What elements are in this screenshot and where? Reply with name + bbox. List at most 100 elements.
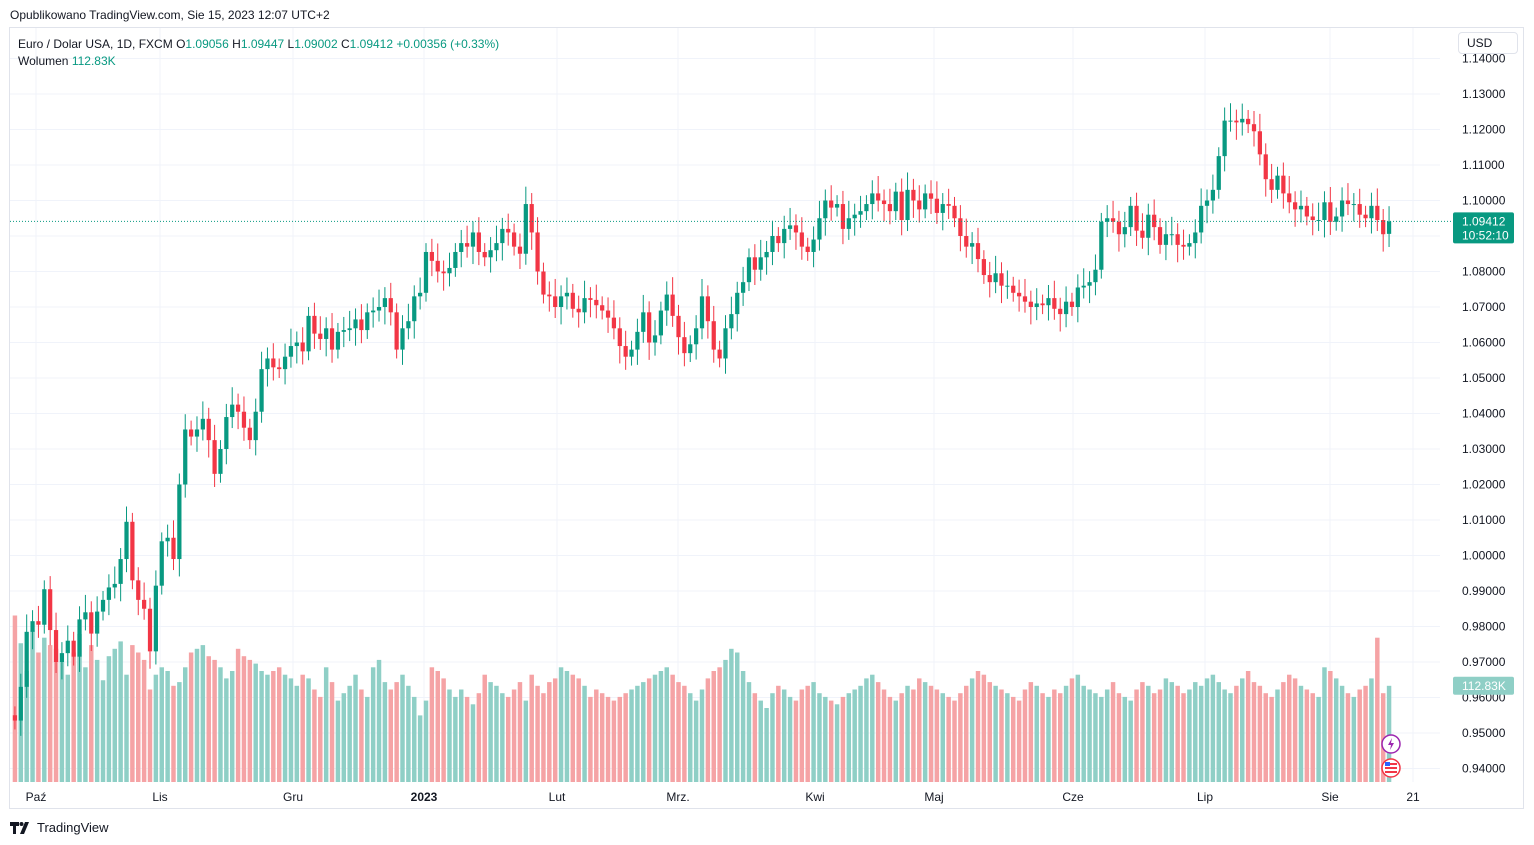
price-tick-label: 0.94000 bbox=[1462, 762, 1506, 776]
volume-bar bbox=[488, 682, 493, 782]
price-tick-label: 0.95000 bbox=[1462, 726, 1506, 740]
candle-body bbox=[887, 204, 893, 212]
candle-body bbox=[934, 198, 940, 213]
volume-bar bbox=[441, 678, 446, 782]
volume-bar bbox=[594, 689, 599, 782]
volume-bar bbox=[852, 689, 857, 782]
volume-bar bbox=[870, 674, 875, 782]
candle-body bbox=[312, 315, 317, 334]
candle-body bbox=[147, 608, 153, 652]
candle-body bbox=[265, 358, 270, 370]
volume-bar bbox=[1022, 689, 1028, 782]
volume-bar bbox=[412, 696, 417, 782]
candle-body bbox=[1099, 221, 1104, 270]
volume-bar bbox=[787, 696, 793, 782]
candle-body bbox=[1334, 216, 1339, 222]
volume-bar bbox=[682, 685, 687, 782]
candle-body bbox=[1105, 218, 1110, 222]
us-flag-canton bbox=[1385, 762, 1390, 766]
volume-bar bbox=[1187, 689, 1192, 782]
legend-volume-label: Wolumen bbox=[18, 54, 69, 68]
volume-bar bbox=[875, 682, 881, 782]
candle-body bbox=[746, 257, 752, 283]
candle-body bbox=[294, 342, 299, 347]
candle-body bbox=[535, 232, 540, 272]
time-tick-label: Gru bbox=[283, 790, 303, 804]
volume-bar bbox=[1386, 685, 1392, 782]
volume-bar bbox=[106, 656, 112, 782]
volume-bar bbox=[1380, 693, 1386, 782]
candle-body bbox=[171, 537, 176, 560]
volume-bar bbox=[817, 693, 822, 782]
volume-bar bbox=[964, 685, 969, 782]
volume-bar bbox=[582, 685, 587, 782]
volume-bar bbox=[229, 671, 235, 782]
time-tick-label: Lis bbox=[152, 790, 167, 804]
candle-body bbox=[1181, 244, 1186, 247]
candle-body bbox=[635, 331, 640, 350]
volume-bar bbox=[1339, 685, 1345, 782]
volume-bar bbox=[194, 648, 200, 782]
price-tick-label: 0.97000 bbox=[1462, 655, 1506, 669]
volume-bar bbox=[1016, 700, 1022, 782]
candle-body bbox=[136, 580, 141, 600]
candle-body bbox=[1110, 218, 1116, 222]
volume-bar bbox=[711, 671, 716, 782]
volume-bar bbox=[693, 700, 699, 782]
candle-body bbox=[629, 349, 634, 357]
us-flag-stripe bbox=[1385, 763, 1397, 765]
price-tick-label: 0.98000 bbox=[1462, 620, 1506, 634]
candle-body bbox=[464, 243, 470, 247]
volume-bar bbox=[1287, 674, 1292, 782]
candle-body bbox=[412, 296, 417, 322]
volume-bar bbox=[758, 700, 763, 782]
candle-body bbox=[864, 204, 869, 212]
volume-bar bbox=[1040, 693, 1045, 782]
candle-body bbox=[570, 292, 575, 309]
candle-body bbox=[12, 715, 18, 721]
time-tick-label: Lut bbox=[549, 790, 566, 804]
volume-bar bbox=[823, 696, 828, 782]
candle-body bbox=[1257, 131, 1262, 155]
candle-body bbox=[776, 236, 781, 244]
candle-body bbox=[1163, 234, 1169, 245]
candle-body bbox=[347, 328, 352, 331]
volume-bar bbox=[12, 615, 18, 782]
candle-body bbox=[1216, 156, 1221, 190]
candle-body bbox=[95, 611, 100, 634]
candle-body bbox=[65, 640, 70, 654]
volume-bar bbox=[218, 667, 223, 782]
candle-body bbox=[1275, 175, 1280, 190]
volume-bar bbox=[112, 648, 117, 782]
candle-body bbox=[206, 418, 211, 441]
candle-body bbox=[623, 346, 628, 357]
tradingview-logo[interactable]: TradingView bbox=[10, 820, 109, 835]
candle-body bbox=[353, 319, 358, 329]
candle-body bbox=[494, 243, 499, 251]
volume-bar bbox=[1057, 693, 1063, 782]
time-tick-label: Maj bbox=[924, 790, 943, 804]
currency-button[interactable]: USD bbox=[1458, 32, 1518, 54]
volume-bar bbox=[799, 689, 805, 782]
candle-body bbox=[230, 404, 235, 418]
volume-bar bbox=[958, 693, 963, 782]
volume-bar bbox=[376, 659, 382, 782]
candle-body bbox=[1357, 204, 1362, 215]
volume-bar bbox=[699, 689, 705, 782]
candle-body bbox=[506, 228, 511, 233]
volume-bar bbox=[47, 645, 53, 782]
volume-bar bbox=[89, 645, 94, 782]
volume-bar bbox=[329, 682, 335, 782]
volume-bar bbox=[1333, 678, 1339, 782]
volume-bar bbox=[523, 700, 529, 782]
volume-bar bbox=[969, 678, 975, 782]
volume-bar bbox=[717, 667, 722, 782]
volume-bar bbox=[505, 696, 511, 782]
volume-bar bbox=[382, 682, 388, 782]
volume-bar bbox=[723, 659, 728, 782]
volume-bar bbox=[864, 678, 869, 782]
volume-bar bbox=[241, 656, 247, 782]
candle-body bbox=[24, 631, 29, 687]
volume-bar bbox=[306, 678, 311, 782]
